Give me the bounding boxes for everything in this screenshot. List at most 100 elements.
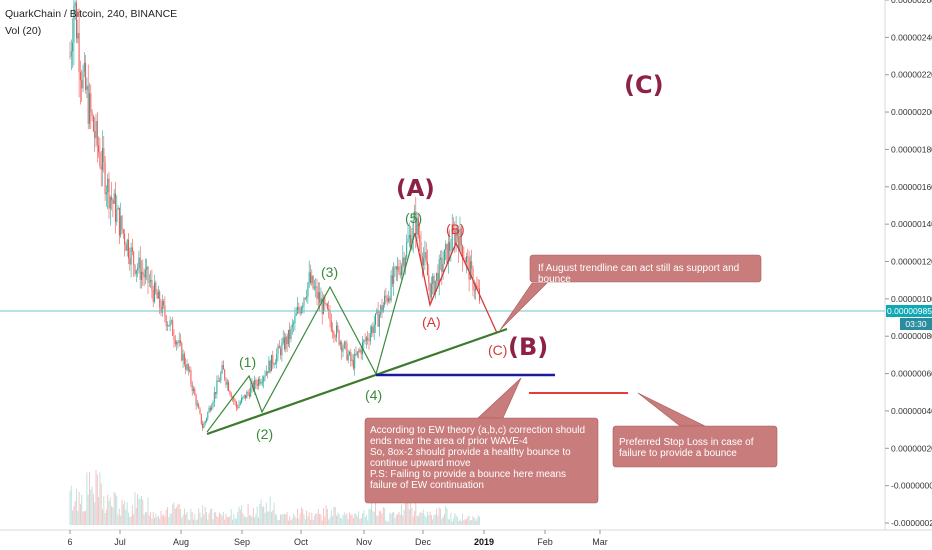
volume-bar	[284, 514, 285, 525]
volume-bar	[122, 504, 124, 525]
volume-bar	[255, 514, 257, 525]
candle-body	[412, 219, 414, 239]
candle-body	[115, 193, 116, 222]
volume-bar	[389, 512, 391, 525]
candle-body	[220, 373, 222, 382]
wave-1-label: (1)	[239, 354, 257, 370]
volume-bar	[200, 517, 202, 525]
volume-bar	[388, 521, 389, 525]
candle-body	[183, 353, 185, 365]
callout-ew-line-3: P.S: Failing to provide a bounce here me…	[370, 469, 567, 491]
corrective-wave-line	[414, 232, 498, 334]
candle-body	[272, 354, 274, 365]
volume-bar	[449, 519, 451, 525]
volume-bar	[85, 511, 87, 525]
volume-bar	[394, 518, 396, 525]
volume-bar	[130, 515, 132, 525]
volume-bar	[199, 512, 201, 525]
candle-body	[330, 320, 332, 331]
candle-body	[181, 342, 183, 361]
candle-body	[117, 207, 119, 210]
volume-bar	[241, 505, 243, 525]
volume-bar	[325, 505, 327, 525]
volume-bar	[456, 516, 458, 525]
volume-bar	[393, 511, 395, 525]
candle-body	[193, 388, 194, 391]
candle-body	[212, 402, 214, 407]
time-tick-label: Aug	[173, 537, 189, 547]
candle-body	[280, 348, 282, 356]
candle-body	[287, 329, 289, 345]
volume-bar	[310, 519, 311, 525]
candle-body	[152, 289, 154, 302]
candle-body	[326, 303, 328, 309]
volume-bar	[472, 516, 474, 525]
volume-bar	[256, 506, 258, 525]
volume-bar	[135, 507, 137, 525]
candle-body	[146, 266, 148, 270]
time-axis[interactable]: 6 Jul Aug Sep Oct Nov Dec 2019 Feb Mar	[67, 530, 608, 547]
volume-indicator-label[interactable]: Vol (20)	[5, 25, 42, 37]
candle-body	[339, 342, 341, 345]
volume-bar	[232, 519, 233, 525]
volume-bar	[316, 513, 318, 525]
candle-body	[298, 307, 300, 311]
candle-body	[471, 261, 473, 269]
candle-body	[456, 229, 458, 237]
candle-body	[459, 228, 461, 251]
volume-bar	[420, 511, 422, 525]
august-trendline	[206, 327, 508, 436]
candle-body	[70, 51, 72, 57]
candle-body	[290, 327, 292, 340]
volume-bar	[476, 518, 478, 525]
volume-bar	[137, 494, 139, 525]
volume-bar	[421, 513, 423, 525]
candle-body	[225, 378, 227, 385]
candle-body	[414, 211, 415, 220]
candle-body	[403, 257, 405, 268]
volume-bar	[107, 494, 109, 525]
volume-bar	[351, 514, 353, 525]
candle-body	[143, 274, 145, 278]
volume-bar	[416, 515, 418, 525]
candle-body	[113, 193, 115, 204]
candle-body	[447, 242, 449, 264]
volume-bar	[356, 516, 358, 525]
volume-bar	[237, 512, 239, 525]
candle-body	[408, 234, 410, 239]
volume-bar	[112, 507, 114, 525]
candle-body	[373, 324, 375, 333]
candle-body	[355, 353, 357, 356]
volume-bar	[406, 494, 408, 525]
candle-body	[211, 406, 213, 411]
candle-body	[421, 256, 423, 266]
volume-bar	[183, 508, 185, 525]
price-axis[interactable]: 0.00000260 0.00000240 0.00000220 0.00000200…	[885, 0, 932, 528]
volume-bar	[261, 506, 263, 525]
candle-body	[295, 313, 297, 316]
candle-body	[356, 351, 358, 356]
volume-bar	[442, 517, 444, 525]
candle-body	[297, 307, 298, 314]
volume-bar	[225, 514, 227, 525]
volume-bar	[126, 502, 128, 525]
volume-bar	[277, 520, 279, 525]
volume-bar	[343, 512, 345, 525]
volume-bar	[321, 520, 323, 525]
volume-bar	[182, 514, 184, 525]
candle-body	[135, 269, 137, 275]
candle-body	[85, 62, 87, 91]
candle-body	[161, 301, 163, 313]
candle-body	[343, 341, 345, 349]
volume-bar	[154, 517, 155, 525]
volume-bar	[315, 513, 317, 525]
volume-bar	[174, 508, 176, 525]
candle-body	[144, 269, 146, 278]
candle-body	[191, 383, 193, 391]
candle-body	[334, 337, 336, 338]
candle-body	[154, 282, 155, 302]
candle-body	[121, 215, 123, 230]
wave-c-small-label: (C)	[488, 342, 508, 358]
candle-body	[206, 418, 207, 421]
